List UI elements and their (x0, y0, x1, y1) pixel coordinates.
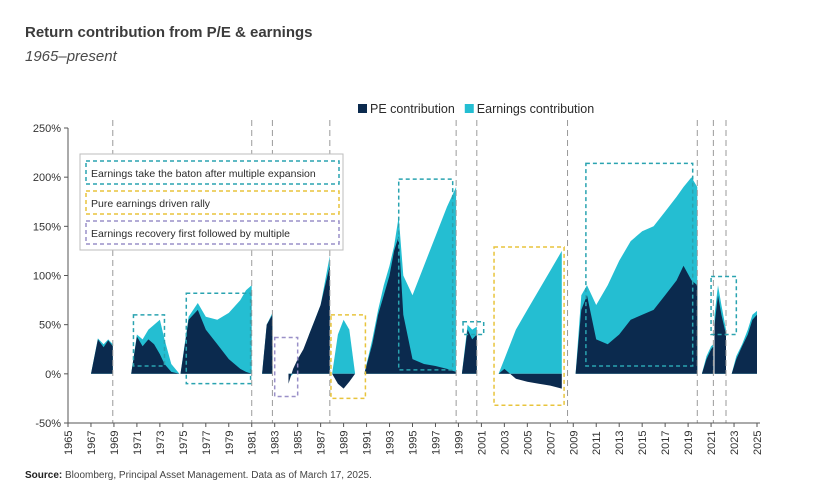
legend-label-2: Earnings contribution (477, 102, 594, 116)
x-tick-label: 1995 (408, 431, 420, 455)
x-tick-label: 2009 (568, 431, 580, 455)
pe-contribution-area-13 (731, 314, 757, 374)
x-tick-label: 2023 (729, 431, 741, 455)
x-tick-label: 1971 (132, 431, 144, 455)
y-tick-label: 150% (33, 221, 61, 233)
annotation-label-purple: Earnings recovery first followed by mult… (91, 228, 290, 240)
y-tick-label: 0% (45, 369, 61, 381)
pe-contribution-area-3 (180, 309, 252, 374)
x-tick-label: 1979 (224, 431, 236, 455)
x-tick-label: 1999 (453, 431, 465, 455)
x-tick-label: 1983 (270, 431, 282, 455)
earnings-contribution-area-9 (498, 250, 562, 374)
pe-contribution-area-8 (461, 329, 477, 374)
chart-legend: PE contribution Earnings contribution (358, 102, 594, 116)
x-tick-label: 1975 (178, 431, 190, 455)
y-tick-label: 250% (33, 123, 61, 135)
x-tick-label: 1969 (109, 431, 121, 455)
x-tick-label: 2001 (476, 431, 488, 455)
x-tick-label: 2007 (545, 431, 557, 455)
highlight-box-teal-5 (397, 178, 454, 371)
pe-contribution-area-11 (701, 346, 714, 374)
pe-contribution-area-9 (498, 368, 562, 389)
source-label: Source: (25, 470, 63, 481)
legend-swatch-1 (358, 104, 367, 113)
x-tick-label: 2005 (522, 431, 534, 455)
chart-subtitle: 1965–present (25, 48, 117, 65)
x-tick-label: 1967 (86, 431, 98, 455)
pe-contribution-area-5 (288, 265, 330, 384)
y-tick-label: 50% (39, 320, 61, 332)
x-tick-label: 2015 (637, 431, 649, 455)
x-tick-label: 2019 (683, 431, 695, 455)
legend-swatch-2 (464, 104, 474, 113)
x-tick-label: 2017 (660, 431, 672, 455)
highlight-box-yellow-7 (493, 246, 565, 407)
x-tick-label: 1973 (155, 431, 167, 455)
highlight-box-teal-6 (462, 320, 485, 336)
pe-contribution-area-7 (364, 236, 457, 374)
annotation-legend: Earnings take the baton after multiple e… (79, 153, 344, 251)
x-tick-label: 2013 (614, 431, 626, 455)
y-tick-label: -50% (35, 418, 61, 430)
x-tick-label: 1977 (201, 431, 213, 455)
x-tick-label: 1993 (385, 431, 397, 455)
highlight-box-purple-3 (273, 336, 299, 398)
x-tick-label: 1989 (339, 431, 351, 455)
y-tick-label: 200% (33, 172, 61, 184)
x-tick-label: 2021 (706, 431, 718, 455)
pe-contribution-area-1 (91, 339, 113, 374)
return-contribution-chart: -50%0%50%100%150%200%250% 1965 1967 1969 19… (33, 102, 764, 455)
x-tick-label: 1985 (293, 431, 305, 455)
source-note: Source: Bloomberg, Principal Asset Manag… (25, 470, 372, 481)
x-tick-label: 1981 (247, 431, 259, 455)
y-tick-labels: -50% 0% 50% 100% 150% 200% 250% (33, 123, 68, 430)
x-tick-label: 1991 (362, 431, 374, 455)
highlight-box-teal-1 (132, 314, 166, 367)
x-tick-label: 1997 (430, 431, 442, 455)
highlight-box-yellow-4 (330, 314, 367, 400)
x-tick-label: 1987 (316, 431, 328, 455)
earnings-contribution-area-6 (332, 319, 356, 374)
legend-label-1: PE contribution (370, 102, 455, 116)
x-tick-label: 2003 (499, 431, 511, 455)
source-text: Bloomberg, Principal Asset Management. D… (62, 470, 372, 481)
annotation-label-yellow: Pure earnings driven rally (91, 198, 211, 210)
highlight-box-layer (132, 162, 738, 407)
area-layer (91, 177, 757, 389)
pe-contribution-area-10 (575, 265, 698, 374)
chart-title: Return contribution from P/E & earnings (25, 24, 313, 41)
x-tick-label: 2011 (591, 431, 603, 455)
pe-contribution-area-6 (332, 373, 356, 389)
x-tick-label: 2025 (752, 431, 764, 455)
x-tick-label: 1965 (63, 431, 75, 455)
annotation-label-teal: Earnings take the baton after multiple e… (91, 168, 316, 180)
annotation-swatch-yellow (85, 190, 340, 215)
y-tick-label: 100% (33, 271, 61, 283)
x-tick-labels: 1965 1967 1969 1971 1973 1975 1977 1979 1981 1983… (63, 423, 764, 455)
annotation-swatch-teal (85, 160, 340, 185)
annotation-swatch-purple (85, 220, 340, 245)
pe-contribution-area-2 (131, 336, 180, 374)
pe-contribution-area-4 (262, 314, 273, 374)
